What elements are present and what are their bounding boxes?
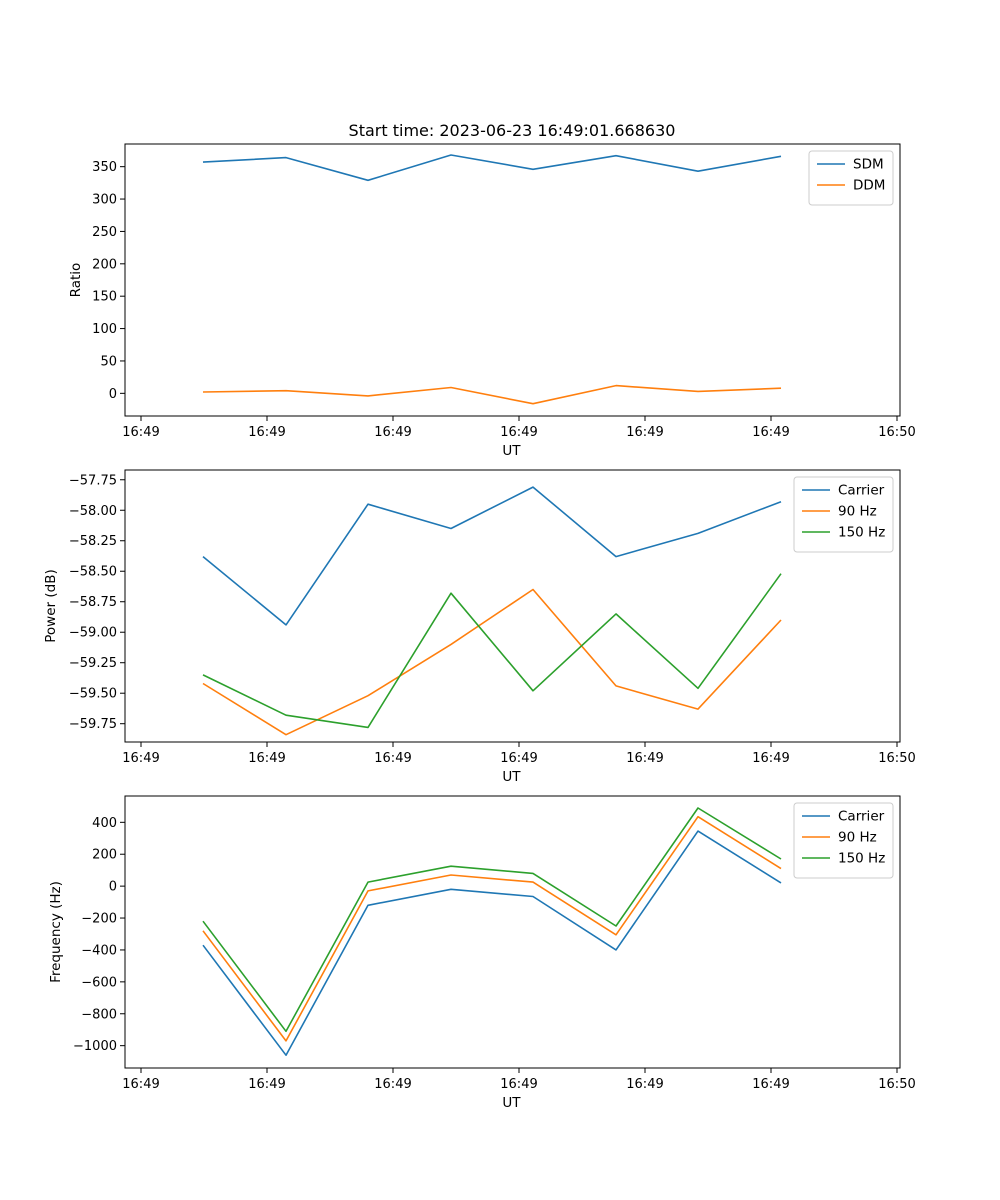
y-tick-label: 350 (92, 160, 117, 175)
y-tick-label: −800 (81, 1007, 117, 1022)
legend-label: 90 Hz (838, 830, 877, 846)
legend-label: Carrier (838, 809, 885, 825)
x-tick-label: 16:49 (248, 1077, 285, 1092)
y-tick-label: −59.50 (69, 687, 117, 702)
y-tick-label: 250 (92, 225, 117, 240)
x-tick-label: 16:49 (752, 751, 789, 766)
chart-panel-power: 16:49 16:49 16:49 16:49 16:49 16:49 16:50 −59.7… (43, 469, 916, 785)
legend-box (793, 802, 894, 879)
y-axis-label: Frequency (Hz) (48, 881, 64, 983)
x-tick-label: 16:49 (500, 1077, 537, 1092)
x-tick-label: 16:49 (122, 425, 159, 440)
y-tick-label: −57.75 (69, 473, 117, 488)
legend-box (793, 476, 894, 553)
x-tick-label: 16:49 (122, 751, 159, 766)
x-tick-label: 16:49 (752, 425, 789, 440)
y-tick-label: 300 (92, 193, 117, 208)
legend-label: 150 Hz (838, 851, 885, 867)
series-line-150-hz (202, 573, 782, 729)
legend-label: SDM (853, 157, 884, 173)
y-tick-label: −1000 (73, 1039, 117, 1054)
x-tick-label: 16:49 (122, 1077, 159, 1092)
y-tick-label: 50 (100, 354, 117, 369)
figure-title: Start time: 2023-06-23 16:49:01.668630 (349, 121, 676, 140)
legend-label: 150 Hz (838, 525, 885, 541)
y-tick-label: −59.75 (69, 717, 117, 732)
x-tick-label: 16:49 (500, 751, 537, 766)
x-tick-label: 16:50 (878, 751, 915, 766)
x-tick-label: 16:49 (626, 1077, 663, 1092)
y-tick-label: −59.25 (69, 656, 117, 671)
legend-label: 90 Hz (838, 504, 877, 520)
series-line-90-hz (202, 588, 782, 736)
x-tick-label: 16:49 (752, 1077, 789, 1092)
series-line-sdm (202, 154, 782, 182)
y-tick-label: −58.50 (69, 565, 117, 580)
x-axis-label: UT (502, 769, 521, 785)
x-tick-label: 16:50 (878, 1077, 915, 1092)
x-tick-label: 16:49 (626, 751, 663, 766)
x-axis-label: UT (502, 1095, 521, 1111)
y-tick-label: 200 (92, 257, 117, 272)
y-tick-label: 0 (109, 387, 117, 402)
series-line-150-hz (202, 807, 782, 1033)
legend-label: DDM (853, 178, 885, 194)
series-line-carrier (202, 486, 782, 626)
x-tick-label: 16:49 (626, 425, 663, 440)
y-axis-label: Power (dB) (43, 569, 59, 642)
y-tick-label: −58.00 (69, 504, 117, 519)
y-tick-label: 150 (92, 290, 117, 305)
series-line-ddm (202, 384, 782, 405)
y-tick-label: 0 (109, 880, 117, 895)
axes-frame-ratio (124, 143, 901, 417)
y-tick-label: 100 (92, 322, 117, 337)
x-tick-label: 16:49 (500, 425, 537, 440)
chart-panel-ratio: 16:49 16:49 16:49 16:49 16:49 16:49 16:50 0 50 10… (68, 143, 916, 459)
x-axis-label: UT (502, 443, 521, 459)
y-tick-label: 200 (92, 848, 117, 863)
y-tick-label: −400 (81, 943, 117, 958)
x-tick-label: 16:49 (374, 425, 411, 440)
chart-panel-frequency: 16:49 16:49 16:49 16:49 16:49 16:49 16:50 −1000… (48, 795, 916, 1111)
series-line-carrier (202, 830, 782, 1056)
x-tick-label: 16:49 (374, 1077, 411, 1092)
series-line-90-hz (202, 815, 782, 1042)
x-tick-label: 16:49 (374, 751, 411, 766)
y-tick-label: −58.75 (69, 595, 117, 610)
x-tick-label: 16:49 (248, 751, 285, 766)
y-axis-label: Ratio (68, 263, 84, 298)
axes-frame-power (124, 469, 901, 743)
legend-label: Carrier (838, 483, 885, 499)
y-tick-label: −200 (81, 912, 117, 927)
y-tick-label: −58.25 (69, 534, 117, 549)
axes-frame-frequency (124, 795, 901, 1069)
x-tick-label: 16:49 (248, 425, 285, 440)
x-tick-label: 16:50 (878, 425, 915, 440)
y-tick-label: −59.00 (69, 626, 117, 641)
y-tick-label: −600 (81, 975, 117, 990)
y-tick-label: 400 (92, 816, 117, 831)
